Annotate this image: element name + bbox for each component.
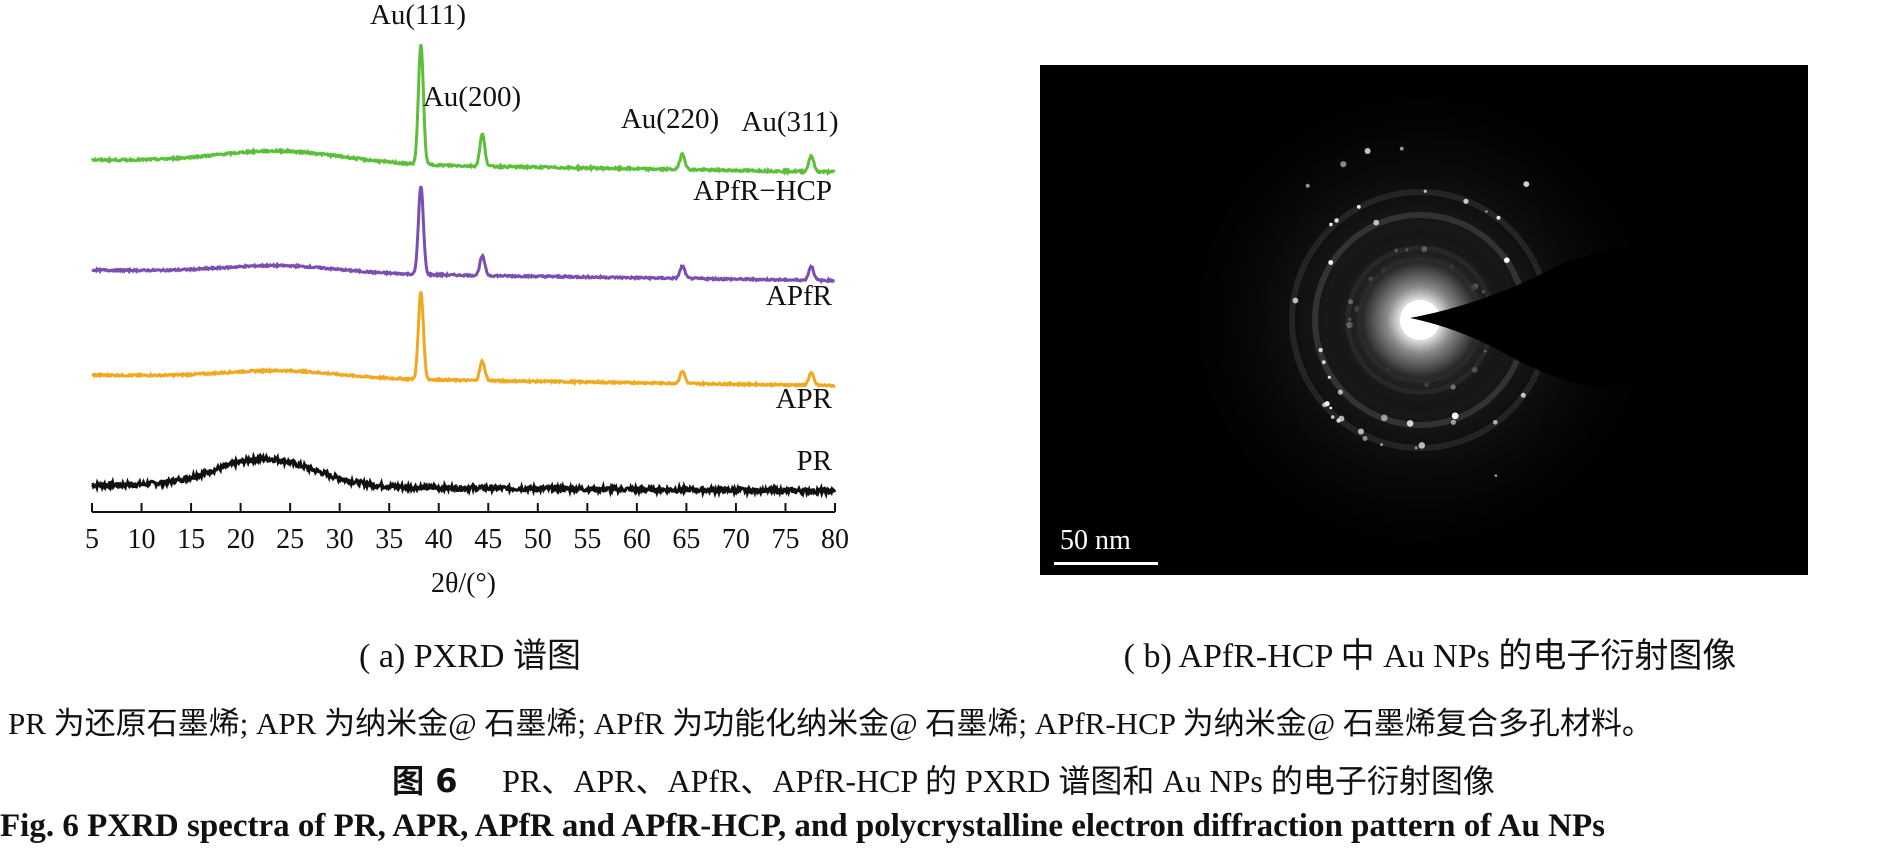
diffraction-spot [1328, 260, 1334, 265]
series-line-1 [91, 291, 836, 389]
x-tick-label-8: 45 [474, 524, 502, 555]
diffraction-spot [1373, 219, 1380, 226]
x-tick-label-15: 80 [821, 524, 849, 555]
diffraction-spot [1496, 215, 1501, 220]
diffraction-pattern [1160, 65, 1808, 575]
caption-b: ( b) APfR-HCP 中 Au NPs 的电子衍射图像 [1123, 638, 1737, 675]
peak-annotation-1: Au(200) [423, 81, 521, 113]
diffraction-spot [1406, 420, 1414, 427]
diffraction-spot [1330, 415, 1335, 419]
diffraction-spot [1337, 389, 1343, 395]
x-tick-label-2: 15 [177, 524, 205, 555]
series-line-3 [90, 44, 836, 177]
figure-label-cn: 图 6 [392, 762, 458, 800]
caption-a: ( a) PXRD 谱图 [359, 638, 581, 675]
diffraction-spot [1305, 183, 1310, 188]
x-tick-label-14: 75 [771, 524, 799, 555]
diffraction-spot [1399, 146, 1404, 151]
series-label-0: PR [797, 445, 833, 477]
x-tick-label-6: 35 [375, 524, 403, 555]
scale-bar [1054, 562, 1158, 565]
peak-annotation-3: Au(311) [741, 106, 838, 138]
peak-annotation-0: Au(111) [370, 0, 466, 31]
x-tick-label-12: 65 [672, 524, 700, 555]
diffraction-spot [1356, 205, 1361, 209]
series-label-1: APR [776, 383, 833, 415]
x-tick-label-5: 30 [326, 524, 354, 555]
diffraction-spot [1494, 474, 1498, 477]
diffraction-spot [1292, 297, 1299, 304]
diffraction-spot [1318, 347, 1323, 353]
diffraction-spot [1380, 443, 1383, 446]
electron-diffraction-image: 50 nm [1040, 65, 1808, 575]
diffraction-spot [1322, 402, 1327, 408]
figure-title-cn: 图 6 PR、APR、APfR、APfR-HCP 的 PXRD 谱图和 Au N… [0, 756, 1887, 802]
scale-label: 50 nm [1060, 525, 1131, 556]
diffraction-spot [1329, 222, 1333, 227]
diffraction-spot [1340, 161, 1347, 168]
diffraction-spot [1327, 375, 1331, 379]
x-axis-label: 2θ/(°) [431, 568, 496, 599]
x-tick-label-0: 5 [85, 524, 99, 555]
x-tick-label-7: 40 [425, 524, 453, 555]
diffraction-spot [1380, 414, 1388, 422]
diffraction-spot [1451, 412, 1459, 420]
x-tick-label-3: 20 [227, 524, 255, 555]
series-label-3: APfR−HCP [693, 175, 832, 207]
figure-note: PR 为还原石墨烯; APR 为纳米金@ 石墨烯; APfR 为功能化纳米金@ … [8, 706, 1653, 741]
x-tick-label-11: 60 [623, 524, 651, 555]
figure-title-cn-text: PR、APR、APfR、APfR-HCP 的 PXRD 谱图和 Au NPs 的… [502, 763, 1495, 799]
diffraction-spot [1362, 436, 1368, 441]
series-line-0 [91, 451, 837, 500]
diffraction-spot [1414, 446, 1418, 450]
diffraction-spot [1418, 442, 1426, 449]
diffraction-spot [1523, 181, 1530, 187]
figure-title-en: Fig. 6 PXRD spectra of PR, APR, APfR and… [0, 808, 1605, 844]
diffraction-spot [1329, 406, 1333, 410]
x-tick-label-9: 50 [524, 524, 552, 555]
diffraction-spot [1358, 428, 1364, 435]
labels-layer: PR APR APfR APfR−HCP Au(111) Au(200) Au(220) Au… [370, 0, 839, 477]
diffraction-spot [1423, 189, 1427, 193]
series-label-2: APfR [766, 280, 833, 312]
diffraction-spot [1321, 360, 1326, 365]
diffraction-spot [1493, 420, 1498, 425]
diffraction-spot [1520, 392, 1526, 398]
diffraction-spot [1334, 218, 1339, 223]
x-tick-label-10: 55 [573, 524, 601, 555]
diffraction-spot [1364, 148, 1371, 154]
diffraction-spot [1504, 257, 1510, 263]
diffraction-spot [1463, 198, 1469, 204]
x-tick-label-4: 25 [276, 524, 304, 555]
diffraction-spot [1450, 419, 1456, 425]
x-tick-label-1: 10 [128, 524, 156, 555]
pxrd-chart: PR APR APfR APfR−HCP Au(111) Au(200) Au(220) Au… [85, 0, 849, 599]
diffraction-spot [1336, 418, 1341, 423]
beam-stopper [1410, 248, 1808, 395]
diffraction-spot [1485, 210, 1488, 213]
series-layer [90, 44, 837, 500]
peak-annotation-2: Au(220) [621, 103, 719, 135]
x-tick-label-13: 70 [722, 524, 750, 555]
series-line-2 [91, 185, 835, 285]
x-axis: 5 10 15 20 25 30 35 40 45 50 55 60 65 70 75 80 2θ/(°) [85, 503, 849, 599]
